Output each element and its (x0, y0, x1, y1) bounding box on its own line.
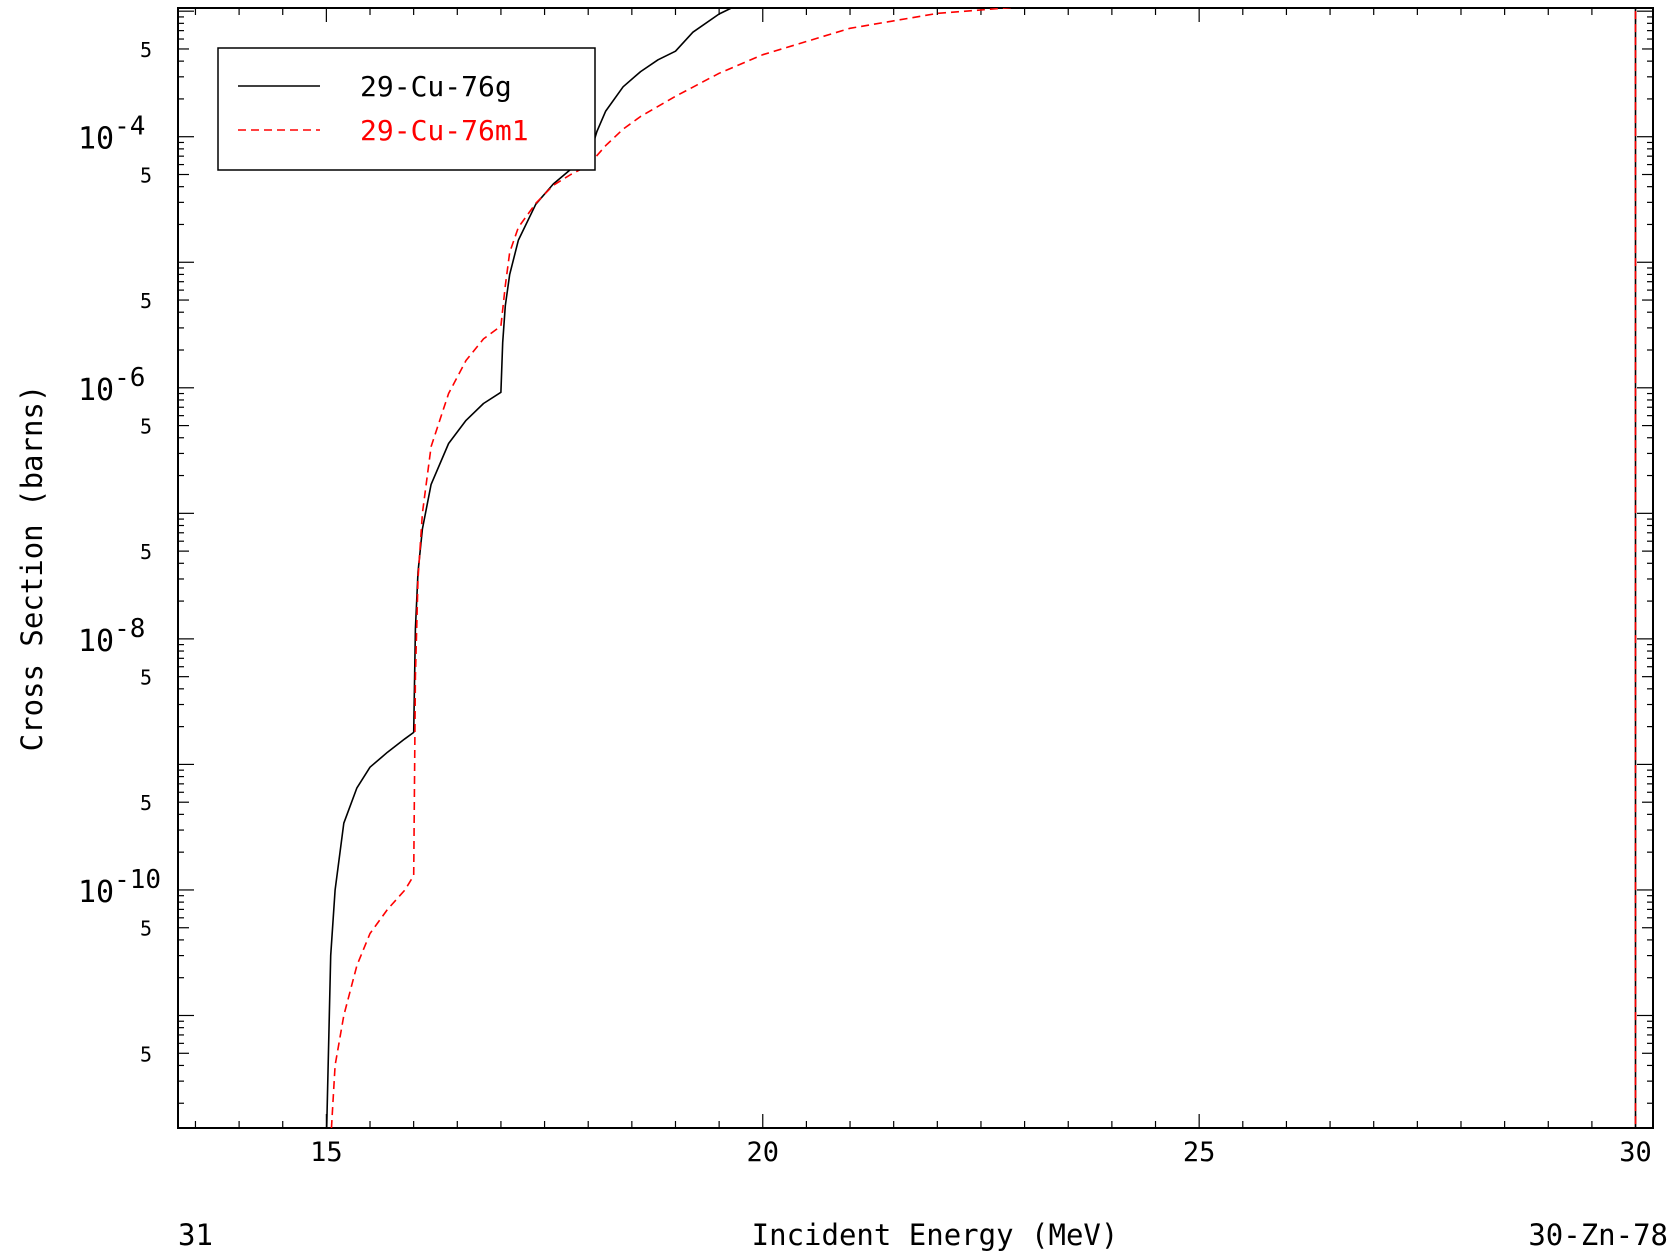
series-line-metastable (330, 8, 1637, 1128)
footer-left-label: 31 (178, 1218, 213, 1252)
y-minor-tick-label: 5 (140, 289, 152, 313)
y-decade-label: 10-10 (78, 865, 161, 910)
y-axis-title: Cross Section (barns) (15, 385, 49, 752)
x-tick-label: 15 (310, 1137, 343, 1168)
y-minor-tick-label: 5 (140, 666, 152, 690)
axis-ticks (178, 8, 1653, 1128)
y-decade-label: 10-4 (78, 112, 145, 157)
series-lines (325, 8, 1637, 1128)
y-minor-tick-label: 5 (140, 164, 152, 188)
legend-box (217, 47, 596, 171)
y-minor-tick-label: 5 (140, 917, 152, 941)
y-decade-label: 10-8 (78, 614, 145, 659)
y-minor-tick-label: 5 (140, 1042, 152, 1066)
footer-right-label: 30-Zn-78 (1528, 1218, 1668, 1252)
y-minor-tick-label: 5 (140, 540, 152, 564)
y-minor-tick-label: 5 (140, 38, 152, 62)
x-axis-title: Incident Energy (MeV) (752, 1218, 1119, 1252)
legend-label-metastable: 29-Cu-76m1 (360, 114, 529, 147)
y-minor-tick-label: 5 (140, 791, 152, 815)
legend: 29-Cu-76g 29-Cu-76m1 (217, 47, 596, 171)
x-tick-labels: 15 20 25 30 (310, 1137, 1652, 1168)
y-minor-tick-label: 5 (140, 415, 152, 439)
x-tick-label: 30 (1619, 1137, 1652, 1168)
y-decade-label: 10-6 (78, 363, 145, 408)
plot-frame (177, 7, 1654, 1129)
y-tick-labels: 5 5 5 5 5 5 5 5 5 10-4 10-6 10-8 10-10 (78, 38, 161, 1066)
x-tick-label: 25 (1183, 1137, 1216, 1168)
series-line-ground (325, 8, 1637, 1128)
x-tick-label: 20 (747, 1137, 780, 1168)
legend-label-ground: 29-Cu-76g (360, 70, 512, 103)
